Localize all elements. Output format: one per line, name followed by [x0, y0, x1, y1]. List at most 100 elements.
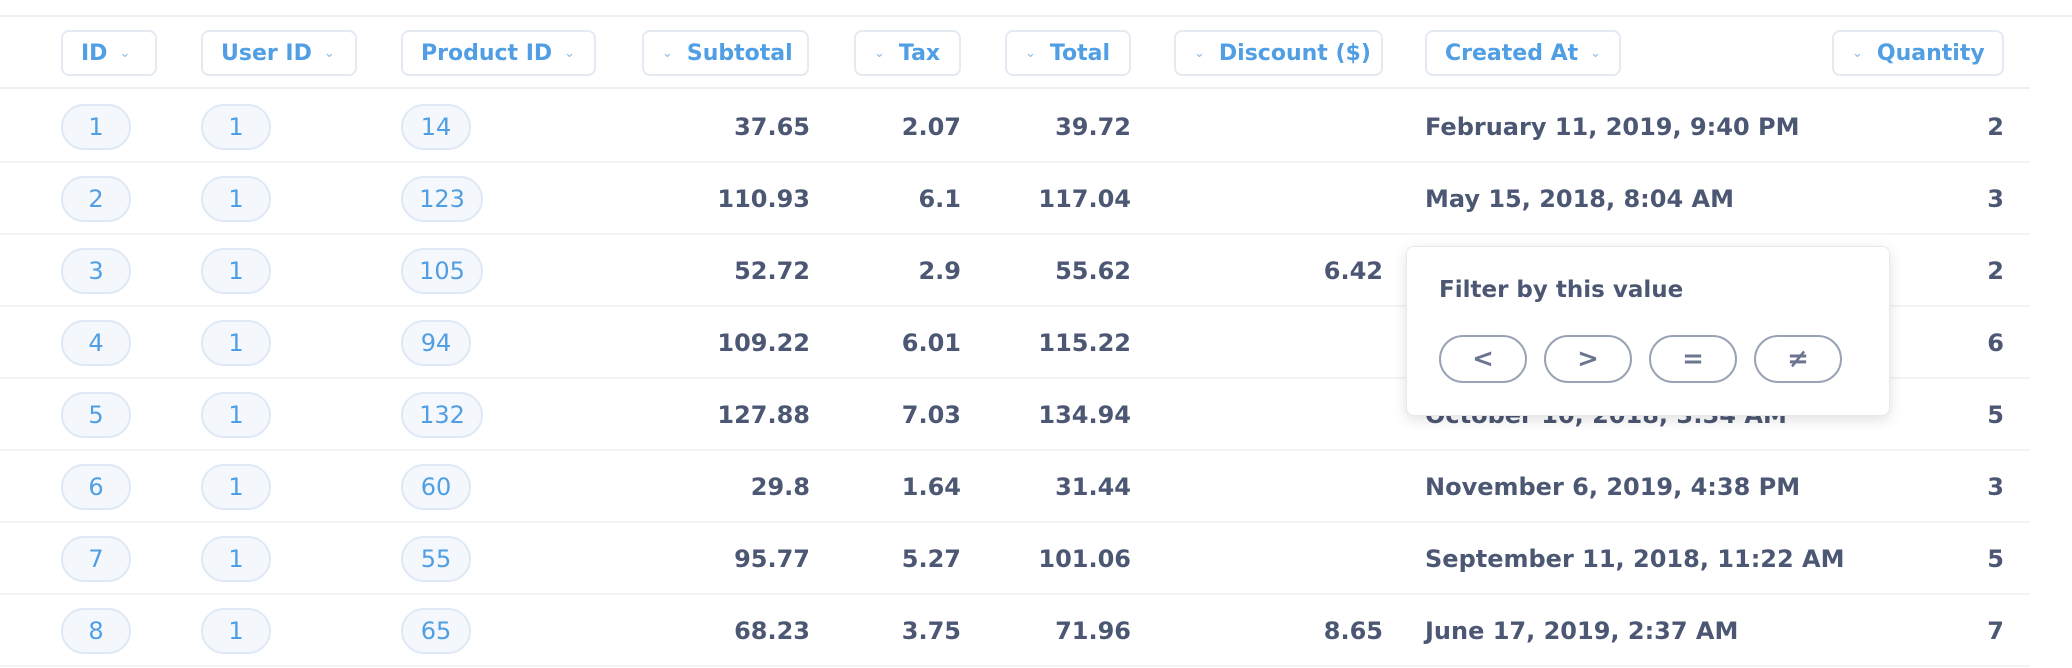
subtotal-cell[interactable]: 68.23: [734, 617, 810, 645]
filter-less-than-button[interactable]: <: [1439, 335, 1527, 383]
total-cell[interactable]: 39.72: [1055, 113, 1131, 141]
quantity-cell[interactable]: 5: [1987, 401, 2004, 429]
product-id-cell-link[interactable]: 123: [401, 176, 483, 222]
table-row: 7 1 55 95.77 5.27 101.06 September 11, 2…: [0, 523, 2030, 595]
column-header-tax[interactable]: ⌄ Tax: [854, 30, 961, 76]
chevron-down-icon: ⌄: [1194, 45, 1205, 61]
subtotal-cell[interactable]: 109.22: [717, 329, 810, 357]
popover-title: Filter by this value: [1439, 277, 1684, 303]
total-cell[interactable]: 115.22: [1038, 329, 1131, 357]
subtotal-cell[interactable]: 127.88: [717, 401, 810, 429]
id-cell-link[interactable]: 6: [61, 464, 131, 510]
discount-cell[interactable]: 8.65: [1323, 617, 1383, 645]
quantity-cell[interactable]: 7: [1987, 617, 2004, 645]
total-cell[interactable]: 134.94: [1038, 401, 1131, 429]
tax-cell[interactable]: 2.9: [918, 257, 961, 285]
tax-cell[interactable]: 2.07: [901, 113, 961, 141]
table-row: 1 1 14 37.65 2.07 39.72 February 11, 201…: [0, 91, 2030, 163]
product-id-cell-link[interactable]: 60: [401, 464, 471, 510]
created-at-cell[interactable]: September 11, 2018, 11:22 AM: [1425, 545, 1845, 573]
user-id-cell-link[interactable]: 1: [201, 464, 271, 510]
user-id-cell-link[interactable]: 1: [201, 176, 271, 222]
discount-cell[interactable]: [1190, 91, 1383, 163]
column-header-total[interactable]: ⌄ Total: [1005, 30, 1131, 76]
column-header-user-id[interactable]: User ID ⌄: [201, 30, 357, 76]
id-cell-link[interactable]: 5: [61, 392, 131, 438]
user-id-cell-link[interactable]: 1: [201, 104, 271, 150]
product-id-cell-link[interactable]: 65: [401, 608, 471, 654]
column-header-created-at[interactable]: Created At ⌄: [1425, 30, 1621, 76]
tax-cell[interactable]: 6.1: [918, 185, 961, 213]
tax-cell[interactable]: 5.27: [901, 545, 961, 573]
column-header-label: ID: [81, 40, 108, 66]
total-cell[interactable]: 101.06: [1038, 545, 1131, 573]
column-header-id[interactable]: ID ⌄: [61, 30, 157, 76]
quantity-cell[interactable]: 3: [1987, 473, 2004, 501]
id-cell-link[interactable]: 8: [61, 608, 131, 654]
tax-cell[interactable]: 6.01: [901, 329, 961, 357]
created-at-cell[interactable]: February 11, 2019, 9:40 PM: [1425, 113, 1800, 141]
created-at-cell[interactable]: May 15, 2018, 8:04 AM: [1425, 185, 1734, 213]
created-at-cell[interactable]: June 17, 2019, 2:37 AM: [1425, 617, 1739, 645]
quantity-cell[interactable]: 3: [1987, 185, 2004, 213]
total-cell[interactable]: 31.44: [1055, 473, 1131, 501]
product-id-cell-link[interactable]: 55: [401, 536, 471, 582]
discount-cell[interactable]: 6.42: [1323, 257, 1383, 285]
total-cell[interactable]: 71.96: [1055, 617, 1131, 645]
tax-cell[interactable]: 7.03: [901, 401, 961, 429]
chevron-down-icon: ⌄: [662, 45, 673, 61]
column-header-discount[interactable]: ⌄ Discount ($): [1174, 30, 1383, 76]
user-id-cell-link[interactable]: 1: [201, 608, 271, 654]
product-id-cell-link[interactable]: 94: [401, 320, 471, 366]
column-header-label: Created At: [1445, 40, 1579, 66]
column-header-label: Quantity: [1876, 40, 1985, 66]
quantity-cell[interactable]: 2: [1987, 257, 2004, 285]
created-at-cell[interactable]: November 6, 2019, 4:38 PM: [1425, 473, 1801, 501]
subtotal-cell[interactable]: 95.77: [734, 545, 810, 573]
chevron-down-icon: ⌄: [874, 45, 885, 61]
filter-by-value-popover: Filter by this value < > = ≠: [1406, 246, 1890, 416]
id-cell-link[interactable]: 7: [61, 536, 131, 582]
product-id-cell-link[interactable]: 14: [401, 104, 471, 150]
product-id-cell-link[interactable]: 105: [401, 248, 483, 294]
user-id-cell-link[interactable]: 1: [201, 536, 271, 582]
discount-cell[interactable]: [1190, 451, 1383, 523]
subtotal-cell[interactable]: 52.72: [734, 257, 810, 285]
id-cell-link[interactable]: 4: [61, 320, 131, 366]
table-row: 4 1 94 109.22 6.01 115.22 6: [0, 307, 2030, 379]
user-id-cell-link[interactable]: 1: [201, 392, 271, 438]
chevron-down-icon: ⌄: [1590, 45, 1602, 61]
total-cell[interactable]: 117.04: [1038, 185, 1131, 213]
quantity-cell[interactable]: 6: [1987, 329, 2004, 357]
chevron-down-icon: ⌄: [323, 45, 335, 61]
discount-cell[interactable]: [1190, 523, 1383, 595]
quantity-cell[interactable]: 2: [1987, 113, 2004, 141]
product-id-cell-link[interactable]: 132: [401, 392, 483, 438]
table-row: 6 1 60 29.8 1.64 31.44 November 6, 2019,…: [0, 451, 2030, 523]
id-cell-link[interactable]: 2: [61, 176, 131, 222]
filter-equals-button[interactable]: =: [1649, 335, 1737, 383]
id-cell-link[interactable]: 3: [61, 248, 131, 294]
user-id-cell-link[interactable]: 1: [201, 320, 271, 366]
table-row: 8 1 65 68.23 3.75 71.96 8.65 June 17, 20…: [0, 595, 2030, 667]
subtotal-cell[interactable]: 29.8: [750, 473, 810, 501]
column-header-subtotal[interactable]: ⌄ Subtotal: [642, 30, 809, 76]
filter-greater-than-button[interactable]: >: [1544, 335, 1632, 383]
tax-cell[interactable]: 3.75: [901, 617, 961, 645]
discount-cell[interactable]: [1190, 307, 1383, 379]
column-header-product-id[interactable]: Product ID ⌄: [401, 30, 596, 76]
filter-not-equals-button[interactable]: ≠: [1754, 335, 1842, 383]
total-cell[interactable]: 55.62: [1055, 257, 1131, 285]
column-header-quantity[interactable]: ⌄ Quantity: [1832, 30, 2004, 76]
subtotal-cell[interactable]: 110.93: [717, 185, 810, 213]
chevron-down-icon: ⌄: [1852, 45, 1863, 61]
id-cell-link[interactable]: 1: [61, 104, 131, 150]
column-header-label: Subtotal: [686, 40, 793, 66]
discount-cell[interactable]: [1190, 379, 1383, 451]
discount-cell[interactable]: [1190, 163, 1383, 235]
user-id-cell-link[interactable]: 1: [201, 248, 271, 294]
column-header-label: Total: [1049, 40, 1111, 66]
quantity-cell[interactable]: 5: [1987, 545, 2004, 573]
tax-cell[interactable]: 1.64: [901, 473, 961, 501]
subtotal-cell[interactable]: 37.65: [734, 113, 810, 141]
